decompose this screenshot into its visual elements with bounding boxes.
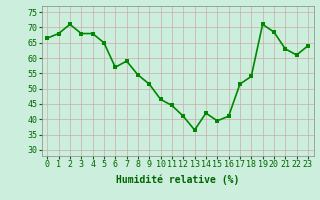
X-axis label: Humidité relative (%): Humidité relative (%) xyxy=(116,175,239,185)
